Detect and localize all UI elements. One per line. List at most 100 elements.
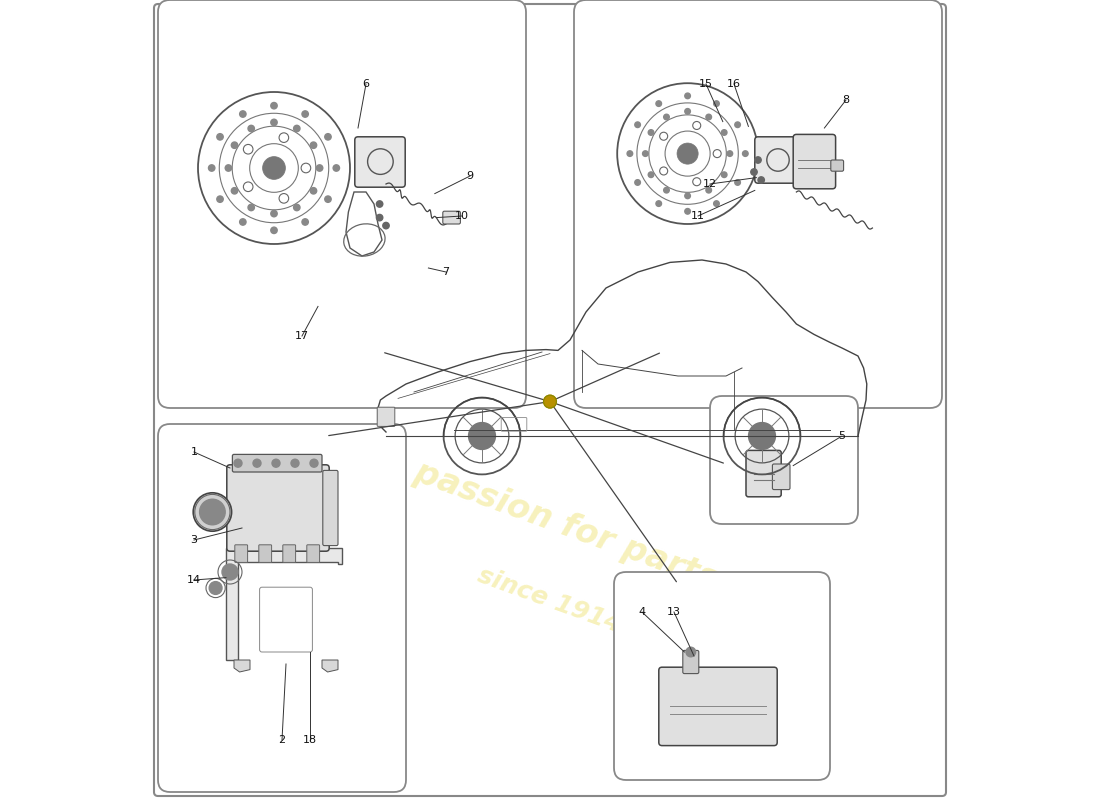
Circle shape	[758, 177, 764, 183]
Circle shape	[310, 142, 317, 149]
Circle shape	[656, 201, 661, 206]
Circle shape	[714, 101, 719, 106]
Circle shape	[685, 193, 691, 198]
Text: 1: 1	[190, 447, 198, 457]
Circle shape	[199, 499, 226, 525]
Text: 8: 8	[843, 95, 849, 105]
Circle shape	[686, 647, 695, 657]
Text: 2: 2	[278, 735, 286, 745]
Circle shape	[749, 422, 775, 450]
FancyBboxPatch shape	[227, 465, 329, 551]
Circle shape	[294, 126, 300, 132]
FancyBboxPatch shape	[260, 587, 312, 652]
Circle shape	[310, 459, 318, 467]
Circle shape	[240, 218, 246, 225]
Ellipse shape	[194, 493, 232, 531]
Circle shape	[226, 165, 232, 171]
Polygon shape	[234, 660, 250, 672]
Circle shape	[292, 459, 299, 467]
FancyBboxPatch shape	[443, 211, 461, 224]
Circle shape	[209, 582, 222, 594]
Circle shape	[310, 187, 317, 194]
Circle shape	[333, 165, 340, 171]
Text: 14: 14	[187, 575, 201, 585]
Circle shape	[735, 122, 740, 127]
Circle shape	[735, 180, 740, 186]
Circle shape	[635, 180, 640, 186]
Circle shape	[240, 111, 246, 118]
FancyBboxPatch shape	[258, 545, 272, 562]
Text: a passion for parts: a passion for parts	[378, 444, 722, 596]
Text: since 1914: since 1914	[475, 563, 625, 637]
Circle shape	[324, 134, 331, 140]
FancyBboxPatch shape	[158, 424, 406, 792]
Circle shape	[217, 134, 223, 140]
FancyBboxPatch shape	[158, 0, 526, 408]
FancyBboxPatch shape	[746, 450, 781, 497]
Text: 18: 18	[302, 735, 317, 745]
Text: 9: 9	[466, 171, 474, 181]
Circle shape	[642, 150, 648, 156]
Text: 10: 10	[455, 211, 469, 221]
Circle shape	[722, 172, 727, 178]
Circle shape	[317, 165, 322, 171]
Circle shape	[685, 93, 691, 98]
FancyBboxPatch shape	[683, 650, 698, 674]
Circle shape	[253, 459, 261, 467]
Circle shape	[543, 395, 557, 408]
FancyBboxPatch shape	[574, 0, 942, 408]
Text: 16: 16	[727, 79, 741, 89]
Circle shape	[231, 187, 238, 194]
Circle shape	[648, 172, 653, 178]
Circle shape	[685, 209, 691, 214]
Text: 17: 17	[295, 331, 309, 341]
Circle shape	[676, 143, 698, 164]
FancyBboxPatch shape	[283, 545, 296, 562]
FancyBboxPatch shape	[755, 137, 801, 183]
Circle shape	[727, 150, 733, 156]
FancyBboxPatch shape	[793, 134, 836, 189]
FancyBboxPatch shape	[355, 137, 405, 187]
FancyBboxPatch shape	[830, 160, 844, 171]
Circle shape	[627, 150, 632, 156]
FancyBboxPatch shape	[772, 464, 790, 490]
Text: 15: 15	[698, 79, 713, 89]
FancyBboxPatch shape	[322, 470, 338, 546]
Circle shape	[209, 165, 214, 171]
Circle shape	[324, 196, 331, 202]
Circle shape	[663, 187, 669, 193]
Circle shape	[271, 119, 277, 126]
Circle shape	[376, 214, 383, 221]
FancyBboxPatch shape	[710, 396, 858, 524]
Text: 4: 4	[638, 607, 646, 617]
Circle shape	[383, 222, 389, 229]
Circle shape	[663, 114, 669, 120]
Circle shape	[706, 114, 712, 120]
Text: 13: 13	[667, 607, 681, 617]
Circle shape	[751, 169, 757, 175]
Circle shape	[755, 157, 761, 163]
Circle shape	[742, 150, 748, 156]
Text: 12: 12	[703, 179, 717, 189]
Circle shape	[656, 101, 661, 106]
FancyBboxPatch shape	[377, 407, 395, 426]
Circle shape	[248, 204, 254, 210]
Circle shape	[263, 157, 285, 179]
Text: 3: 3	[190, 535, 198, 545]
Circle shape	[635, 122, 640, 127]
Circle shape	[248, 126, 254, 132]
FancyBboxPatch shape	[307, 545, 320, 562]
Circle shape	[222, 564, 238, 580]
Polygon shape	[322, 660, 338, 672]
FancyBboxPatch shape	[234, 545, 248, 562]
Polygon shape	[226, 548, 342, 660]
Text: 7: 7	[442, 267, 450, 277]
Circle shape	[376, 201, 383, 207]
Circle shape	[302, 111, 308, 118]
Circle shape	[469, 422, 495, 450]
Circle shape	[217, 196, 223, 202]
FancyBboxPatch shape	[232, 454, 322, 472]
Text: 6: 6	[363, 79, 370, 89]
Circle shape	[272, 459, 280, 467]
FancyBboxPatch shape	[659, 667, 778, 746]
